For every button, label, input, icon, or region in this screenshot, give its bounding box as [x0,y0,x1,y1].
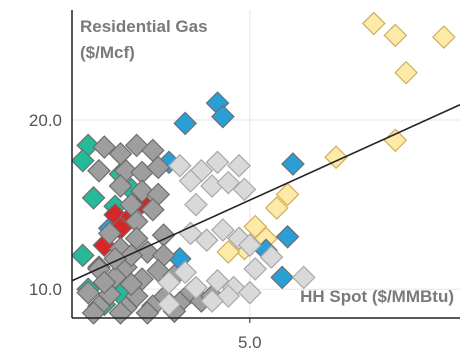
point-gray-8 [108,174,133,198]
point-light_gray-0 [167,153,192,178]
point-yellow-7 [264,196,289,220]
point-teal-3 [81,185,106,210]
label-layer: Residential Gas ($/Mcf) HH Spot ($/MMBtu… [80,17,454,306]
point-yellow-4 [383,128,408,153]
point-yellow-2 [431,25,456,49]
point-yellow-1 [383,23,408,48]
point-gray-14 [97,221,122,246]
point-gray-40 [119,272,144,297]
point-gray-41 [92,270,117,295]
point-gray-4 [87,158,111,183]
point-light_gray-23 [237,280,262,305]
point-blue-3 [281,152,305,176]
point-teal-6 [70,243,95,268]
point-light_gray-9 [194,228,219,253]
x-tick-label-0: 5.0 [238,333,262,352]
point-gray-9 [130,179,154,203]
points-layer [70,11,456,325]
point-light_gray-2 [205,150,230,175]
point-gray-44 [124,226,149,251]
point-light_gray-4 [178,169,203,193]
point-gray-12 [140,197,165,222]
point-light_gray-11 [211,218,235,242]
point-light_gray-7 [232,177,257,202]
point-light_gray-16 [173,260,198,285]
y-tick-label-0: 10.0 [29,280,62,299]
point-gray-25 [76,280,101,305]
point-light_gray-25 [157,292,181,317]
point-teal-1 [70,148,95,173]
point-yellow-6 [275,182,300,207]
point-blue-2 [173,111,198,136]
trendline-layer [71,104,460,282]
point-light_gray-12 [227,226,251,251]
point-gray-2 [124,133,149,158]
point-blue-1 [211,104,235,129]
point-light_gray-19 [205,268,230,293]
point-light_gray-24 [200,289,224,313]
point-yellow-11 [216,240,241,264]
y-axis-title-line1: Residential Gas [80,17,208,36]
point-light_gray-8 [184,192,208,217]
point-light_gray-18 [184,275,208,300]
point-light_gray-21 [291,265,316,290]
point-light_gray-15 [243,257,268,281]
x-axis-title: HH Spot ($/MMBtu) [300,287,454,306]
y-tick-label-1: 20.0 [29,111,62,130]
trendline [71,104,460,282]
point-blue-9 [270,265,295,290]
point-blue-6 [275,224,300,249]
point-gray-17 [135,240,160,264]
point-gray-0 [92,135,117,159]
y-axis-title-line2: ($/Mcf) [80,43,135,62]
point-light_gray-6 [216,170,241,195]
point-yellow-3 [394,60,418,85]
point-gray-7 [146,155,171,180]
axis-layer: 10.0 20.0 5.0 [29,10,460,352]
point-light_gray-3 [227,153,251,178]
point-light_gray-13 [237,233,262,258]
point-yellow-0 [361,11,386,36]
point-light_gray-14 [259,245,284,269]
